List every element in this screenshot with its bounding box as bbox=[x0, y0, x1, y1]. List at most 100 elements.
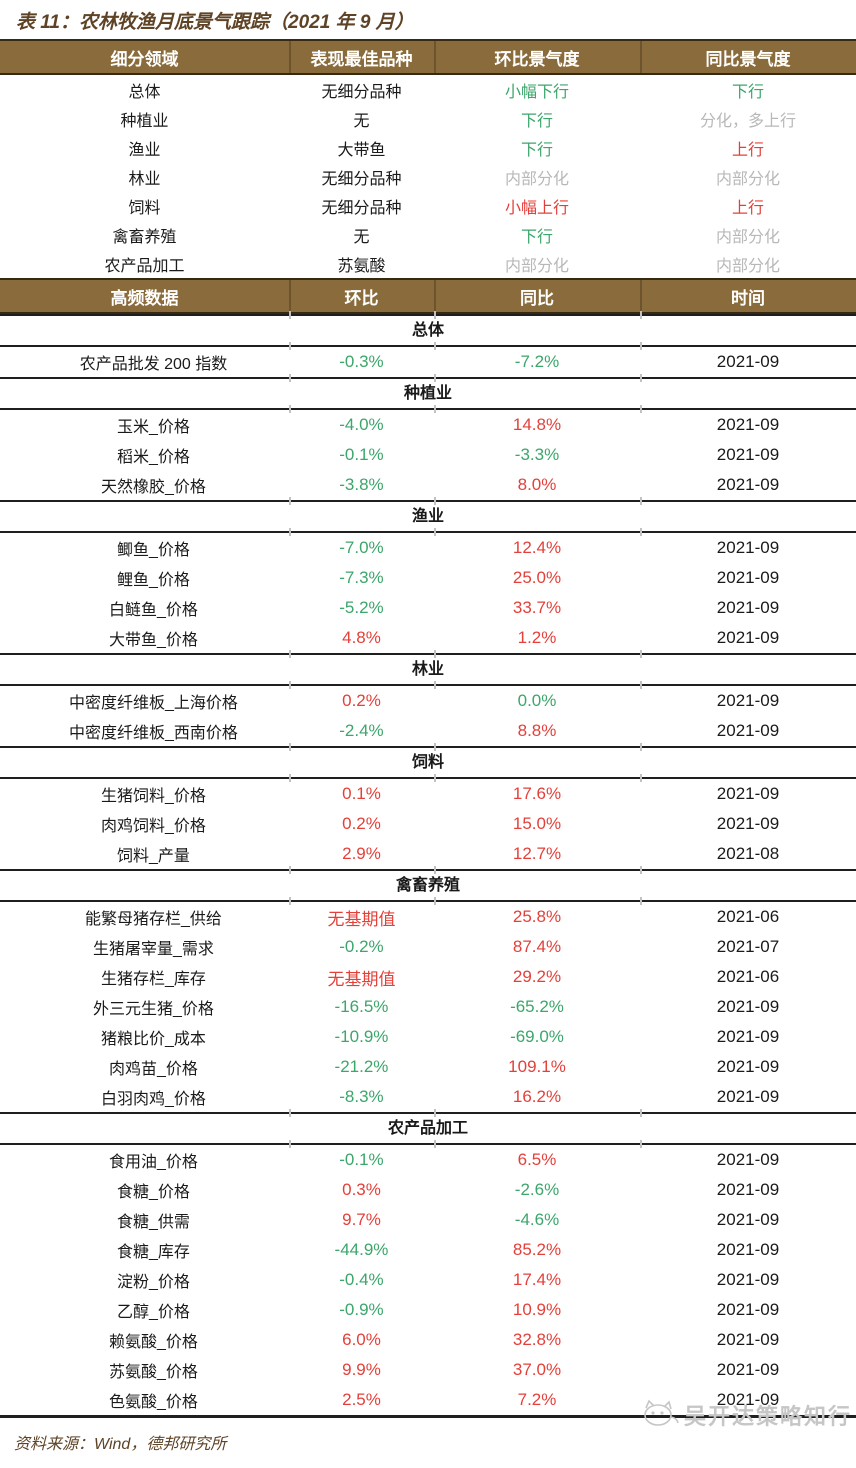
mom-value-cell: -0.3% bbox=[339, 352, 384, 371]
yoy-value-cell: 25.8% bbox=[512, 907, 562, 926]
detail-row: 赖氨酸_价格 6.0% 32.8% 2021-09 bbox=[0, 1325, 856, 1355]
detail-row: 食糖_供需 9.7% -4.6% 2021-09 bbox=[0, 1205, 856, 1235]
column-tick bbox=[640, 1109, 643, 1117]
column-tick bbox=[433, 342, 436, 350]
column-separator bbox=[433, 280, 436, 312]
column-tick bbox=[640, 774, 643, 782]
source-note: 资料来源：Wind，德邦研究所 bbox=[14, 1436, 227, 1453]
detail-table-body: 总体 农产品批发 200 指数 -0.3% -7.2% 2021-09 种植业 玉米_价格 -… bbox=[0, 311, 856, 1415]
indicator-cell: 食糖_价格 bbox=[117, 1184, 190, 1201]
indicator-cell: 肉鸡饲料_价格 bbox=[101, 818, 206, 835]
detail-row: 食糖_价格 0.3% -2.6% 2021-09 bbox=[0, 1175, 856, 1205]
date-cell: 2021-09 bbox=[716, 784, 780, 803]
yoy-trend-cell: 内部分化 bbox=[715, 257, 780, 275]
column-separator bbox=[640, 41, 643, 73]
detail-header-row: 高频数据 环比 同比 时间 bbox=[0, 278, 856, 314]
mom-value-cell: 0.3% bbox=[342, 1180, 381, 1199]
column-tick bbox=[433, 311, 436, 319]
date-cell: 2021-07 bbox=[716, 937, 780, 956]
indicator-cell: 白羽肉鸡_价格 bbox=[101, 1091, 206, 1108]
detail-row: 白鲢鱼_价格 -5.2% 33.7% 2021-09 bbox=[0, 593, 856, 623]
section-title-row: 渔业 bbox=[0, 497, 856, 536]
detail-row: 生猪屠宰量_需求 -0.2% 87.4% 2021-07 bbox=[0, 932, 856, 962]
mom-value-cell: -10.9% bbox=[334, 1027, 389, 1046]
indicator-cell: 生猪存栏_库存 bbox=[101, 971, 206, 988]
mom-value-cell: 0.2% bbox=[342, 814, 381, 833]
yoy-value-cell: 6.5% bbox=[517, 1150, 557, 1169]
mom-value-cell: 无基期值 bbox=[327, 969, 396, 989]
section-title: 渔业 bbox=[411, 508, 444, 525]
detail-row: 生猪存栏_库存 无基期值 29.2% 2021-06 bbox=[0, 962, 856, 992]
mom-trend-cell: 内部分化 bbox=[504, 257, 569, 275]
section-title: 禽畜养殖 bbox=[395, 877, 460, 894]
detail-header-mom: 环比 bbox=[344, 288, 379, 308]
yoy-value-cell: 16.2% bbox=[512, 1087, 562, 1106]
summary-row: 总体 无细分品种 小幅下行 下行 bbox=[0, 75, 856, 104]
best-variety-cell: 无细分品种 bbox=[321, 199, 402, 217]
date-cell: 2021-09 bbox=[716, 568, 780, 587]
column-tick bbox=[640, 897, 643, 905]
mom-value-cell: -21.2% bbox=[334, 1057, 389, 1076]
indicator-cell: 白鲢鱼_价格 bbox=[109, 602, 198, 619]
column-tick bbox=[288, 342, 291, 350]
mom-value-cell: 2.5% bbox=[342, 1390, 381, 1409]
summary-row: 种植业 无 下行 分化，多上行 bbox=[0, 104, 856, 133]
mom-value-cell: -7.3% bbox=[339, 568, 384, 587]
section-title-row: 总体 bbox=[0, 311, 856, 350]
date-cell: 2021-09 bbox=[716, 721, 780, 740]
date-cell: 2021-09 bbox=[716, 475, 780, 494]
detail-row: 稻米_价格 -0.1% -3.3% 2021-09 bbox=[0, 440, 856, 470]
date-cell: 2021-09 bbox=[716, 598, 780, 617]
column-tick bbox=[433, 497, 436, 505]
summary-header-field: 细分领域 bbox=[110, 49, 179, 69]
yoy-value-cell: 17.4% bbox=[512, 1270, 562, 1289]
column-tick bbox=[288, 528, 291, 536]
indicator-cell: 外三元生猪_价格 bbox=[93, 1001, 214, 1018]
detail-row: 玉米_价格 -4.0% 14.8% 2021-09 bbox=[0, 410, 856, 440]
yoy-value-cell: 109.1% bbox=[508, 1057, 566, 1076]
column-tick bbox=[288, 774, 291, 782]
column-tick bbox=[640, 743, 643, 751]
summary-header-yoy-sentiment: 同比景气度 bbox=[705, 49, 791, 69]
column-tick bbox=[433, 650, 436, 658]
indicator-cell: 食糖_供需 bbox=[117, 1214, 190, 1231]
column-tick bbox=[288, 897, 291, 905]
indicator-cell: 赖氨酸_价格 bbox=[109, 1334, 198, 1351]
date-cell: 2021-09 bbox=[716, 352, 780, 371]
column-tick bbox=[288, 311, 291, 319]
column-tick bbox=[433, 681, 436, 689]
mom-value-cell: -0.2% bbox=[339, 937, 384, 956]
indicator-cell: 农产品批发 200 指数 bbox=[79, 356, 228, 373]
date-cell: 2021-09 bbox=[716, 997, 780, 1016]
column-tick bbox=[640, 528, 643, 536]
summary-table-body: 总体 无细分品种 小幅下行 下行 种植业无下行 分化，多上行 渔业 大带鱼 下行 上行 林业 无细分品… bbox=[0, 75, 856, 278]
detail-row: 饲料_产量 2.9% 12.7% 2021-08 bbox=[0, 839, 856, 869]
date-cell: 2021-09 bbox=[716, 1390, 780, 1409]
detail-row: 外三元生猪_价格 -16.5% -65.2% 2021-09 bbox=[0, 992, 856, 1022]
yoy-value-cell: 32.8% bbox=[512, 1330, 562, 1349]
yoy-trend-cell: 内部分化 bbox=[715, 228, 780, 246]
column-tick bbox=[433, 528, 436, 536]
yoy-value-cell: 17.6% bbox=[512, 784, 562, 803]
yoy-value-cell: 7.2% bbox=[517, 1390, 557, 1409]
field-cell: 总体 bbox=[128, 83, 161, 101]
indicator-cell: 苏氨酸_价格 bbox=[109, 1364, 198, 1381]
watermark: 吴开达策略知行 bbox=[640, 1398, 852, 1432]
yoy-value-cell: -69.0% bbox=[510, 1027, 564, 1046]
yoy-value-cell: 1.2% bbox=[517, 628, 557, 647]
indicator-cell: 能繁母猪存栏_供给 bbox=[85, 911, 222, 928]
detail-row: 天然橡胶_价格 -3.8% 8.0% 2021-09 bbox=[0, 470, 856, 500]
date-cell: 2021-09 bbox=[716, 691, 780, 710]
detail-row: 中密度纤维板_上海价格 0.2% 0.0% 2021-09 bbox=[0, 686, 856, 716]
date-cell: 2021-09 bbox=[716, 814, 780, 833]
indicator-cell: 生猪屠宰量_需求 bbox=[93, 941, 214, 958]
column-separator bbox=[433, 41, 436, 73]
summary-row: 渔业 大带鱼 下行 上行 bbox=[0, 133, 856, 162]
summary-row: 林业 无细分品种 内部分化 内部分化 bbox=[0, 162, 856, 191]
best-variety-cell: 无 bbox=[353, 228, 370, 246]
indicator-cell: 色氨酸_价格 bbox=[109, 1394, 198, 1411]
column-tick bbox=[433, 866, 436, 874]
section-title-row: 农产品加工 bbox=[0, 1109, 856, 1148]
date-cell: 2021-09 bbox=[716, 1087, 780, 1106]
